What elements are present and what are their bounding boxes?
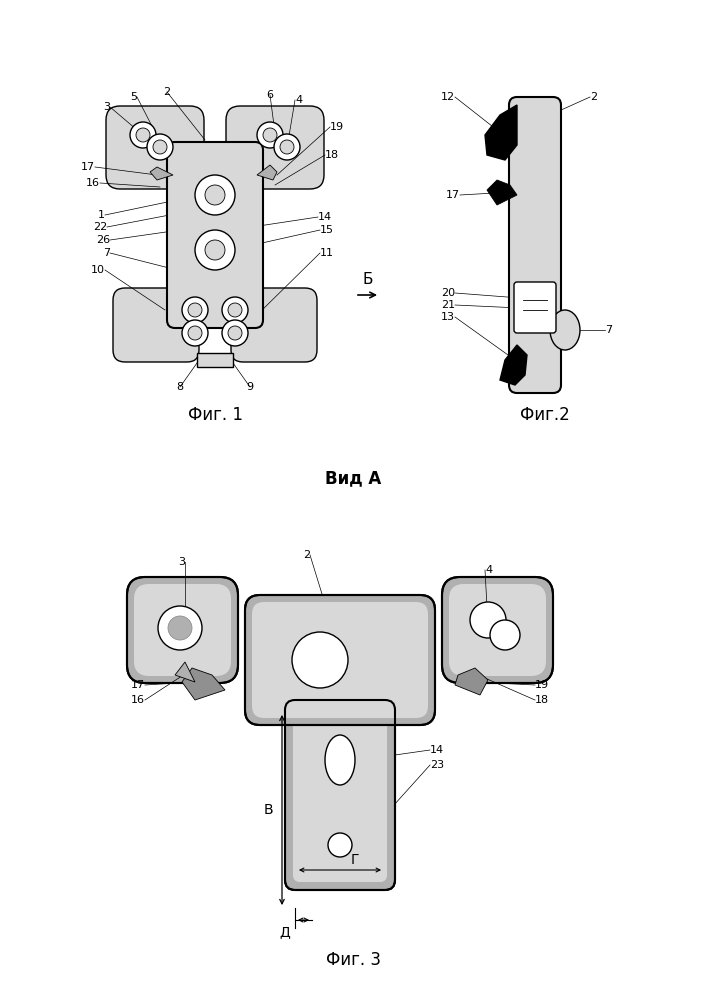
- FancyBboxPatch shape: [514, 282, 556, 333]
- Text: 1: 1: [98, 210, 105, 220]
- Ellipse shape: [325, 735, 355, 785]
- FancyBboxPatch shape: [226, 106, 324, 189]
- Text: 6: 6: [267, 90, 274, 100]
- Text: Фиг. 3: Фиг. 3: [325, 951, 380, 969]
- Text: 5: 5: [130, 92, 137, 102]
- Text: В: В: [263, 803, 273, 817]
- Text: Г: Г: [351, 853, 359, 867]
- Polygon shape: [255, 140, 280, 165]
- Circle shape: [228, 326, 242, 340]
- Circle shape: [158, 606, 202, 650]
- FancyBboxPatch shape: [509, 97, 561, 393]
- Text: 3: 3: [178, 557, 185, 567]
- Circle shape: [222, 320, 248, 346]
- Circle shape: [228, 303, 242, 317]
- Polygon shape: [150, 140, 175, 165]
- Circle shape: [136, 128, 150, 142]
- Polygon shape: [182, 668, 225, 700]
- FancyBboxPatch shape: [113, 288, 199, 362]
- FancyBboxPatch shape: [285, 700, 395, 890]
- Text: 11: 11: [320, 248, 334, 258]
- Circle shape: [168, 616, 192, 640]
- Text: 15: 15: [320, 225, 334, 235]
- Text: 10: 10: [91, 265, 105, 275]
- Text: Д: Д: [280, 925, 291, 939]
- Text: 8: 8: [177, 382, 184, 392]
- Text: 17: 17: [446, 190, 460, 200]
- Circle shape: [188, 326, 202, 340]
- Polygon shape: [175, 662, 195, 682]
- Circle shape: [328, 833, 352, 857]
- Circle shape: [490, 620, 520, 650]
- Circle shape: [257, 122, 283, 148]
- Circle shape: [130, 122, 156, 148]
- Circle shape: [147, 134, 173, 160]
- Text: 20: 20: [441, 288, 455, 298]
- Text: 4: 4: [295, 95, 302, 105]
- Circle shape: [222, 297, 248, 323]
- FancyBboxPatch shape: [442, 577, 553, 683]
- Circle shape: [153, 140, 167, 154]
- Polygon shape: [455, 668, 488, 695]
- FancyBboxPatch shape: [245, 595, 435, 725]
- Text: Фиг.2: Фиг.2: [520, 406, 570, 424]
- Circle shape: [274, 134, 300, 160]
- Text: 23: 23: [430, 760, 444, 770]
- Text: 18: 18: [535, 695, 549, 705]
- Text: 2: 2: [303, 550, 310, 560]
- Circle shape: [195, 175, 235, 215]
- FancyBboxPatch shape: [252, 602, 428, 718]
- Text: 12: 12: [441, 92, 455, 102]
- Polygon shape: [487, 180, 517, 205]
- Circle shape: [195, 230, 235, 270]
- Text: 14: 14: [430, 745, 444, 755]
- Text: Вид А: Вид А: [325, 469, 381, 487]
- FancyBboxPatch shape: [231, 288, 317, 362]
- Text: 13: 13: [441, 312, 455, 322]
- Text: 2: 2: [590, 92, 597, 102]
- Circle shape: [205, 185, 225, 205]
- Circle shape: [292, 632, 348, 688]
- Text: 7: 7: [103, 248, 110, 258]
- FancyBboxPatch shape: [167, 142, 263, 328]
- Text: 14: 14: [318, 212, 332, 222]
- Circle shape: [263, 128, 277, 142]
- Polygon shape: [500, 345, 527, 385]
- Text: 21: 21: [441, 300, 455, 310]
- Circle shape: [470, 602, 506, 638]
- Text: 18: 18: [325, 150, 339, 160]
- Polygon shape: [257, 165, 277, 180]
- Text: 3: 3: [103, 102, 110, 112]
- Ellipse shape: [550, 310, 580, 350]
- Circle shape: [205, 240, 225, 260]
- Polygon shape: [197, 353, 233, 367]
- Text: 16: 16: [86, 178, 100, 188]
- Text: 19: 19: [535, 680, 549, 690]
- FancyBboxPatch shape: [134, 584, 231, 676]
- Text: Б: Б: [363, 272, 373, 288]
- Circle shape: [188, 303, 202, 317]
- Text: 4: 4: [485, 565, 492, 575]
- Text: 19: 19: [330, 122, 344, 132]
- Text: 26: 26: [96, 235, 110, 245]
- Text: 17: 17: [81, 162, 95, 172]
- Text: 17: 17: [131, 680, 145, 690]
- FancyBboxPatch shape: [127, 577, 238, 683]
- Text: 16: 16: [131, 695, 145, 705]
- Text: 22: 22: [93, 222, 107, 232]
- Text: Фиг. 1: Фиг. 1: [187, 406, 243, 424]
- Polygon shape: [485, 105, 517, 160]
- Text: 2: 2: [163, 87, 170, 97]
- FancyBboxPatch shape: [293, 708, 387, 882]
- Polygon shape: [150, 167, 173, 180]
- FancyBboxPatch shape: [449, 584, 546, 676]
- Circle shape: [182, 320, 208, 346]
- FancyBboxPatch shape: [106, 106, 204, 189]
- Circle shape: [280, 140, 294, 154]
- Text: 9: 9: [247, 382, 254, 392]
- Text: 7: 7: [605, 325, 612, 335]
- Circle shape: [182, 297, 208, 323]
